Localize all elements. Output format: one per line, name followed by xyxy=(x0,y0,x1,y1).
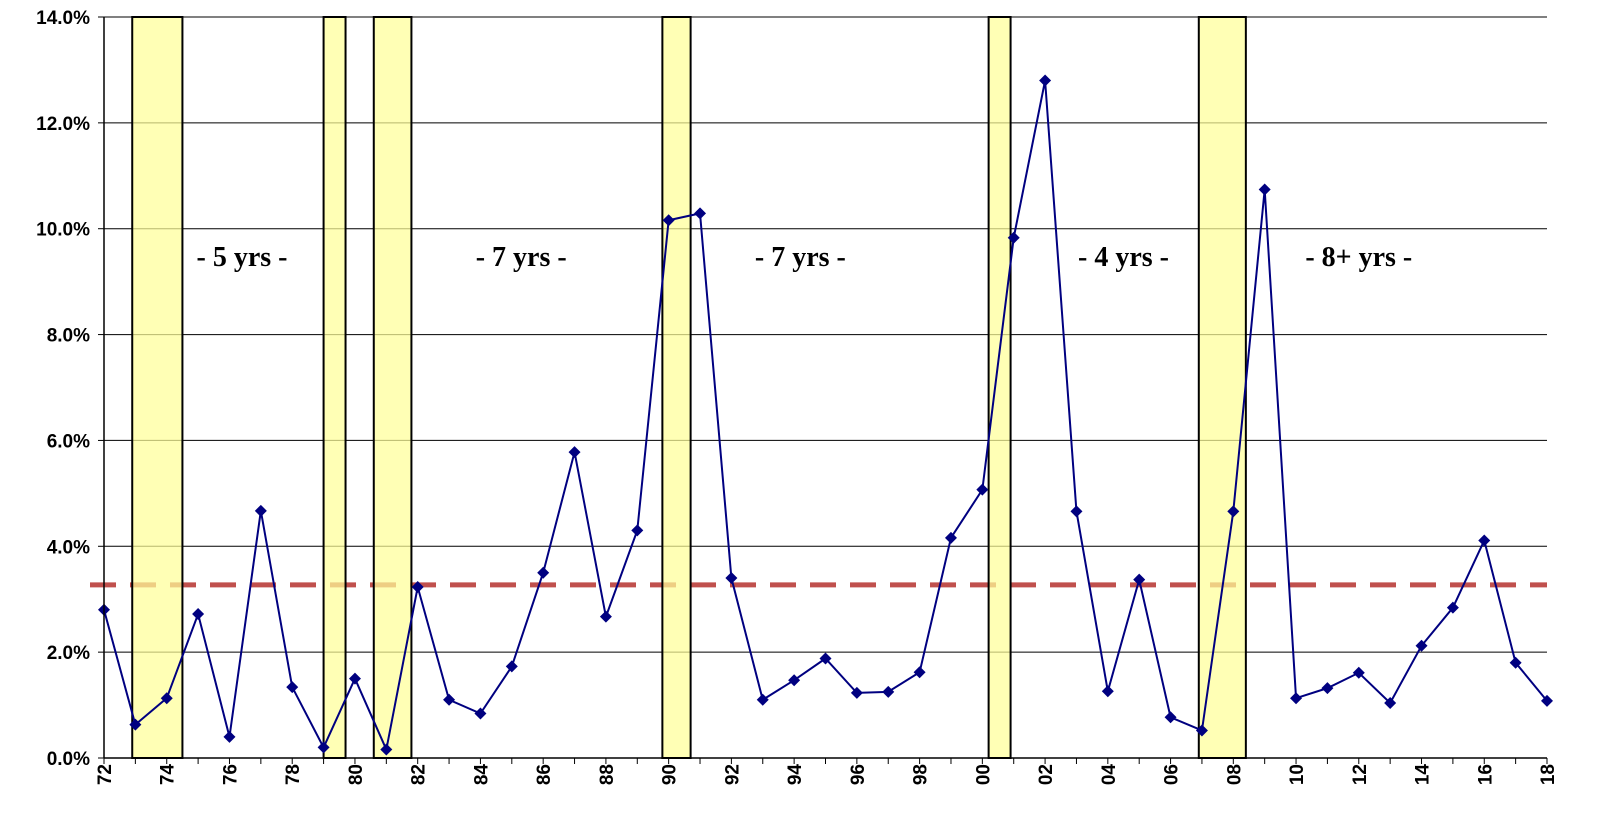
data-point xyxy=(1101,685,1114,698)
x-tick-label: 14 xyxy=(1413,764,1434,786)
data-point xyxy=(380,743,393,756)
recession-band xyxy=(131,16,184,759)
y-tick-label: 12.0% xyxy=(36,114,90,135)
axes xyxy=(98,16,1548,764)
y-tick-label: 10.0% xyxy=(36,220,90,241)
x-tick-label: 84 xyxy=(471,764,492,786)
data-point xyxy=(1039,74,1052,87)
x-tick-label: 04 xyxy=(1099,764,1120,786)
x-tick-label: 12 xyxy=(1350,764,1371,785)
data-point xyxy=(1321,682,1334,695)
data-point xyxy=(1133,573,1146,586)
data-point xyxy=(129,718,142,731)
data-point xyxy=(850,686,863,699)
x-tick-label: 02 xyxy=(1036,764,1057,785)
data-point xyxy=(568,446,581,459)
x-tick-label: 80 xyxy=(346,764,367,785)
data-point xyxy=(1070,505,1083,518)
data-point xyxy=(505,660,518,673)
y-tick-label: 2.0% xyxy=(47,643,90,664)
x-tick-label: 00 xyxy=(973,764,994,785)
recession-band xyxy=(1197,16,1247,759)
data-point xyxy=(1352,666,1365,679)
x-tick-label: 10 xyxy=(1287,764,1308,785)
data-series xyxy=(98,74,1553,756)
data-point xyxy=(1509,656,1522,669)
data-point xyxy=(1290,692,1303,705)
data-point xyxy=(1415,639,1428,652)
data-point xyxy=(944,531,957,544)
period-annotation: - 4 yrs - xyxy=(1078,242,1169,273)
data-point xyxy=(725,572,738,585)
x-tick-label: 86 xyxy=(534,764,555,785)
data-point xyxy=(913,666,926,679)
x-tick-label: 74 xyxy=(158,764,179,786)
recession-band xyxy=(987,16,1012,759)
period-annotation: - 8+ yrs - xyxy=(1305,242,1412,273)
data-point xyxy=(1227,505,1240,518)
x-axis-ticks: 72 74 76 78 80 82 84 86 88 90 92 94 96 98 00 02 04 06 08 10… xyxy=(95,764,1559,786)
data-point xyxy=(631,524,644,537)
x-tick-label: 82 xyxy=(409,764,430,785)
data-point xyxy=(1384,696,1397,709)
period-annotations: - 5 yrs - - 7 yrs - - 7 yrs - - 4 yrs - - 8+… xyxy=(197,242,1413,273)
data-point xyxy=(819,652,832,665)
x-tick-label: 18 xyxy=(1538,764,1559,785)
y-tick-label: 14.0% xyxy=(36,8,90,29)
data-point xyxy=(348,672,361,685)
gridlines xyxy=(104,16,1547,653)
data-point xyxy=(882,685,895,698)
y-tick-label: 8.0% xyxy=(47,326,90,347)
period-annotation: - 5 yrs - xyxy=(197,242,288,273)
data-point xyxy=(254,504,267,517)
data-point xyxy=(160,692,173,705)
period-annotation: - 7 yrs - xyxy=(476,242,567,273)
x-tick-label: 88 xyxy=(597,764,618,785)
data-point xyxy=(788,674,801,687)
recession-bands xyxy=(131,16,1247,759)
series-line xyxy=(103,80,1548,753)
data-point xyxy=(317,741,330,754)
data-point xyxy=(599,610,612,623)
data-point xyxy=(662,214,675,227)
y-tick-label: 0.0% xyxy=(47,749,90,770)
data-point xyxy=(1195,724,1208,737)
recession-band xyxy=(322,16,347,759)
period-annotation: - 7 yrs - xyxy=(755,242,846,273)
data-point xyxy=(1164,711,1177,724)
data-point xyxy=(1258,183,1271,196)
y-tick-label: 4.0% xyxy=(47,537,90,558)
x-tick-label: 76 xyxy=(220,764,241,785)
data-point xyxy=(976,483,989,496)
x-tick-label: 78 xyxy=(283,764,304,785)
x-tick-label: 98 xyxy=(911,764,932,785)
data-point xyxy=(537,566,550,579)
data-point xyxy=(1478,534,1491,547)
recession-band xyxy=(372,16,413,759)
data-point xyxy=(192,608,205,621)
data-point xyxy=(1446,601,1459,614)
data-point xyxy=(474,707,487,720)
y-axis-ticks: 0.0% 2.0% 4.0% 6.0% 8.0% 10.0% 12.0% 14.0% xyxy=(36,8,90,770)
recession-band xyxy=(661,16,692,759)
data-point xyxy=(756,693,769,706)
data-point xyxy=(411,581,424,594)
data-point xyxy=(223,730,236,743)
x-tick-label: 72 xyxy=(95,764,116,785)
data-point xyxy=(286,681,299,694)
data-point xyxy=(694,207,707,220)
x-tick-label: 06 xyxy=(1162,764,1183,785)
x-tick-label: 90 xyxy=(660,764,681,785)
data-point xyxy=(443,693,456,706)
data-point xyxy=(1007,231,1020,244)
data-point xyxy=(1541,694,1553,707)
y-tick-label: 6.0% xyxy=(47,431,90,452)
x-tick-label: 16 xyxy=(1475,764,1496,785)
x-tick-label: 08 xyxy=(1224,764,1245,785)
x-tick-label: 96 xyxy=(848,764,869,785)
x-tick-label: 92 xyxy=(722,764,743,785)
x-tick-label: 94 xyxy=(785,764,806,786)
